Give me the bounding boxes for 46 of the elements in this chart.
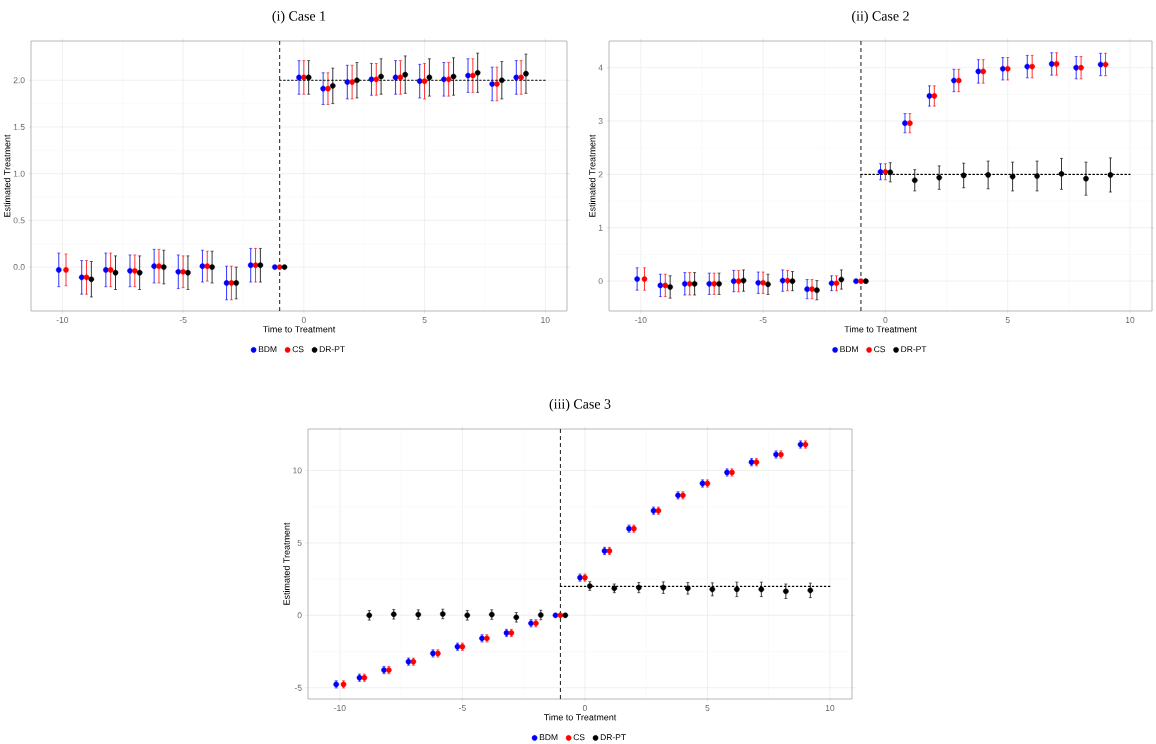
x-tick-label: -10: [635, 317, 647, 324]
x-tick-label: 0: [582, 705, 587, 712]
x-tick-label: -5: [759, 317, 767, 323]
legend-label: DR-PT: [319, 346, 345, 353]
y-tick-label: 1: [598, 224, 603, 231]
legend-label: DR-PT: [600, 734, 626, 741]
legend-label: CS: [874, 346, 886, 353]
x-tick-label: 5: [705, 705, 710, 711]
x-tick-label: 10: [541, 317, 550, 324]
x-axis-title: Time to Treatment: [844, 325, 917, 333]
chart-title: (ii) Case 2: [852, 10, 909, 24]
y-tick-label: 0: [297, 612, 302, 619]
x-tick-label: -5: [458, 705, 466, 711]
y-tick-label: 1.5: [13, 124, 25, 130]
chart-title: (i) Case 1: [272, 10, 326, 24]
x-tick-label: -5: [179, 317, 187, 323]
y-tick-label: 0: [598, 278, 603, 285]
y-tick-label: 0.5: [13, 217, 25, 224]
y-tick-label: 10: [293, 467, 302, 474]
legend-label: BDM: [258, 346, 277, 353]
legend-label: DR-PT: [901, 346, 927, 353]
y-tick-label: 2: [598, 171, 603, 178]
x-axis-title: Time to Treatment: [262, 325, 336, 333]
y-tick-label: 4: [598, 64, 603, 71]
y-axis-title: Estimated Treatment: [283, 522, 290, 605]
x-axis-title: Time to Treatment: [543, 713, 617, 721]
y-axis-title: Estimated Treatment: [588, 134, 596, 217]
x-tick-label: 0: [883, 317, 888, 324]
legend-label: CS: [292, 346, 304, 353]
legend-label: BDM: [840, 346, 858, 353]
y-tick-label: 3: [598, 118, 603, 125]
x-tick-label: 10: [825, 705, 835, 712]
y-tick-label: 5: [297, 539, 302, 546]
y-tick-label: 0.0: [13, 264, 25, 271]
y-axis-title: Estimated Treatment: [3, 134, 11, 217]
x-tick-label: 5: [422, 317, 427, 323]
legend-label: CS: [573, 734, 585, 741]
x-tick-label: 5: [1005, 317, 1010, 323]
x-tick-label: -10: [334, 705, 346, 712]
x-tick-label: -10: [56, 317, 69, 324]
x-tick-label: 10: [1125, 317, 1135, 324]
legend-label: BDM: [539, 734, 558, 741]
y-tick-label: 1.0: [13, 170, 25, 177]
y-tick-label: 2.0: [13, 77, 25, 84]
y-tick-label: -5: [294, 684, 302, 691]
chart-title: (iii) Case 3: [549, 398, 611, 412]
